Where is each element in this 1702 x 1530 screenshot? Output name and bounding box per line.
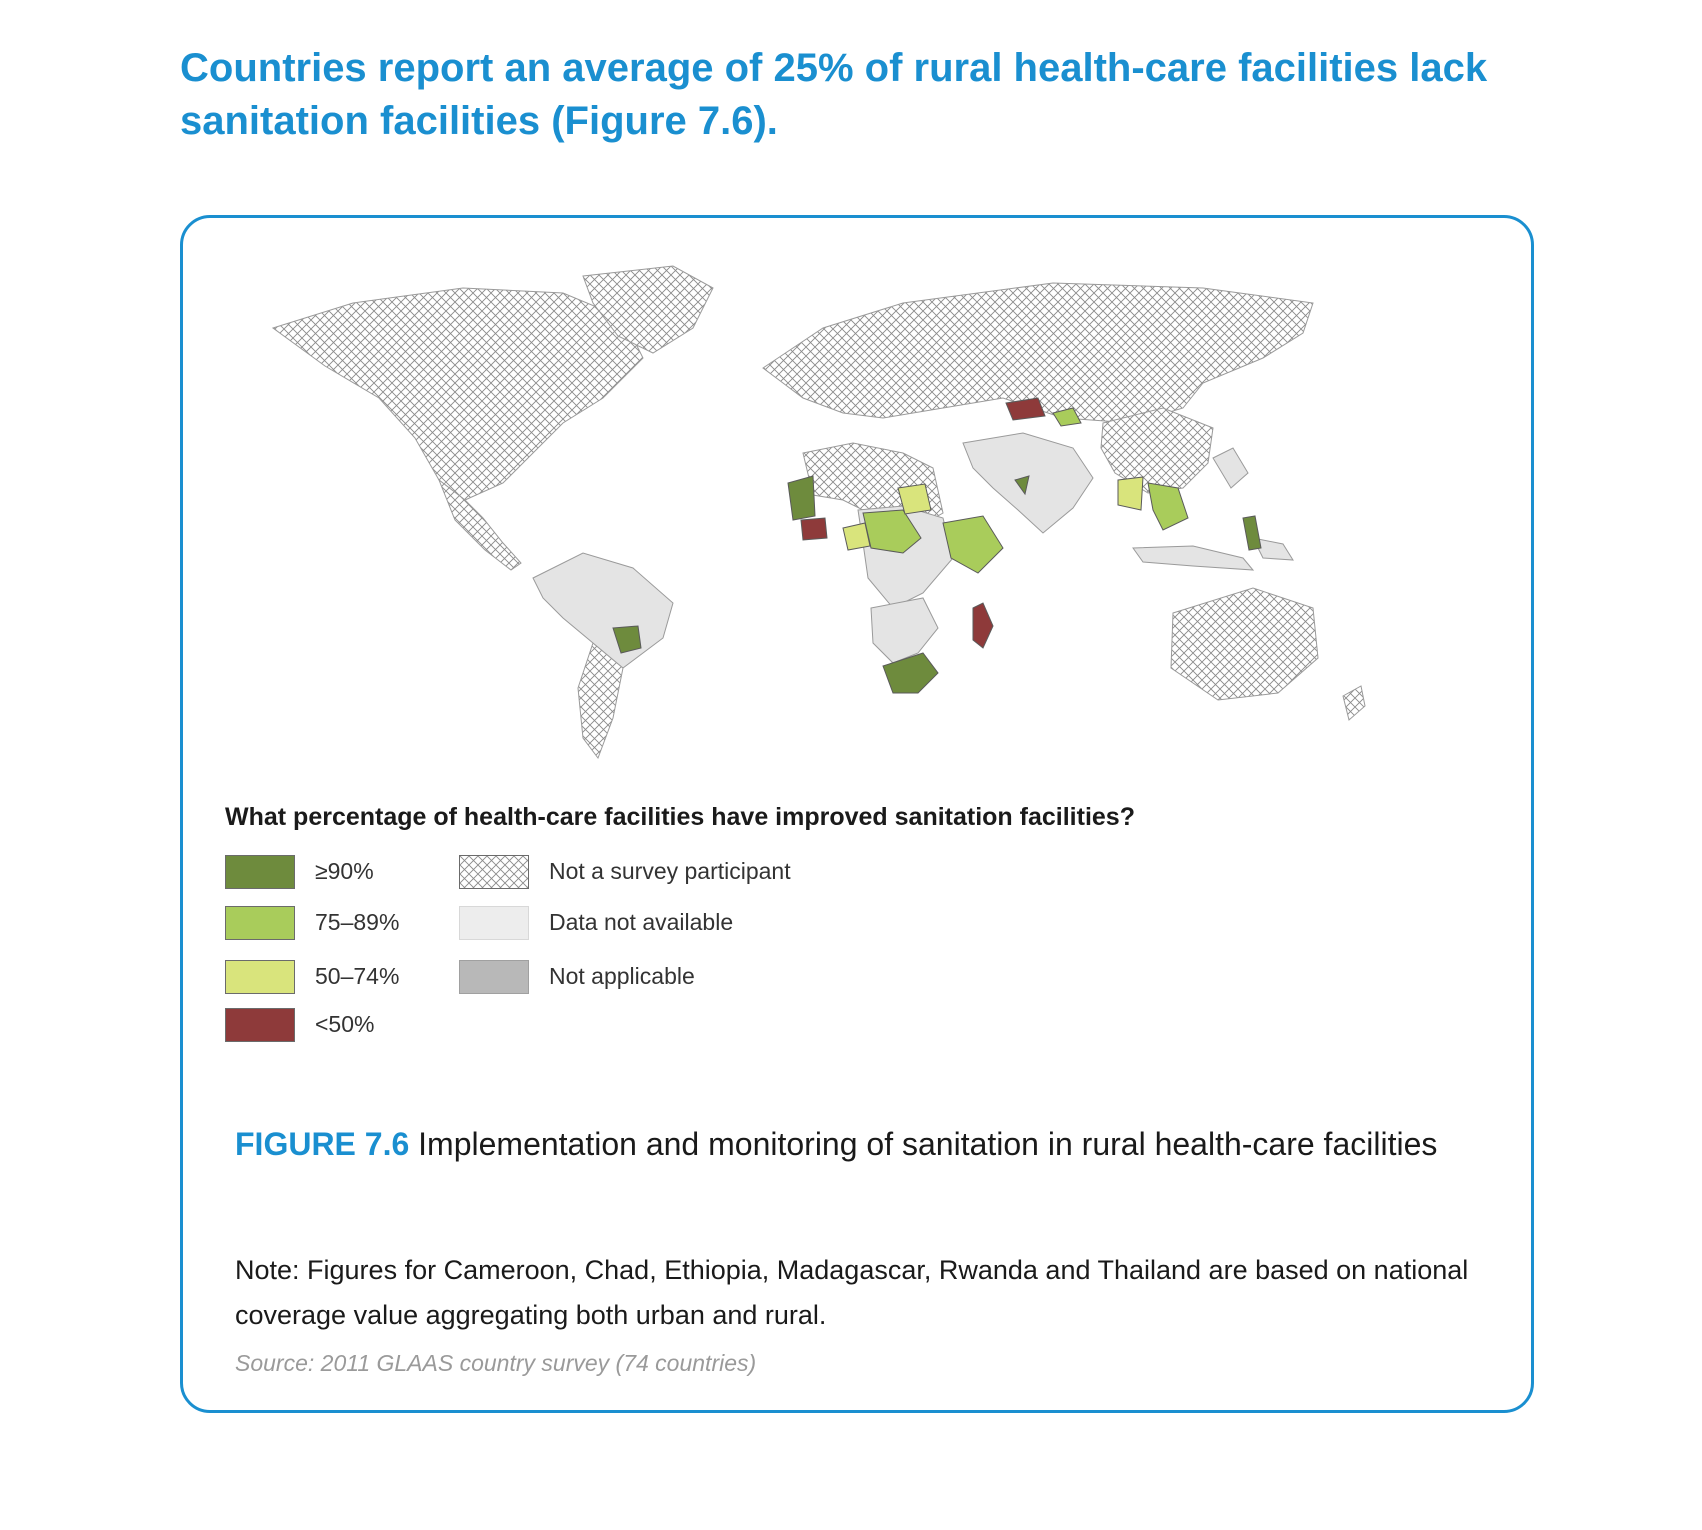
figure-caption: FIGURE 7.6 Implementation and monitoring…: [235, 1123, 1475, 1166]
figure-title: Implementation and monitoring of sanitat…: [418, 1126, 1438, 1162]
west-africa-ge90: [787, 475, 816, 521]
ghana-lt50: [800, 517, 828, 541]
madagascar-lt50: [972, 602, 994, 649]
legend-label-not-participant: Not a survey participant: [549, 858, 791, 884]
nigeria-50-74: [842, 522, 871, 551]
se-asia-75-89: [1147, 482, 1189, 531]
figure-source: Source: 2011 GLAAS country survey (74 co…: [235, 1350, 757, 1376]
figure-note: Note: Figures for Cameroon, Chad, Ethiop…: [235, 1255, 1469, 1330]
legend-swatch-not-available: [459, 906, 529, 940]
thailand-50-74: [1117, 476, 1144, 511]
legend-label-ge90: ≥90%: [315, 858, 374, 884]
world-map: [271, 265, 1366, 760]
headline: Countries report an average of 25% of ru…: [180, 46, 1488, 143]
sanitation-coverage-countries: [612, 397, 1262, 694]
central-asia-75-89: [1052, 407, 1082, 427]
central-asia-lt50: [1005, 397, 1046, 421]
figure-panel: What percentage of health-care facilitie…: [180, 215, 1534, 1413]
legend-swatch-50-74: [225, 960, 295, 994]
figure-number: FIGURE 7.6: [235, 1126, 410, 1162]
legend-swatch-75-89: [225, 906, 295, 940]
chad-50-74: [897, 483, 932, 515]
legend-swatch-ge90: [225, 855, 295, 889]
legend-question: What percentage of health-care facilitie…: [225, 803, 1135, 831]
legend-label-75-89: 75–89%: [315, 909, 400, 935]
paraguay-ge90: [612, 625, 642, 654]
legend-label-not-available: Data not available: [549, 909, 734, 935]
philippines-ge90: [1242, 515, 1262, 551]
legend-label-not-applicable: Not applicable: [549, 963, 695, 989]
legend-swatch-not-applicable: [459, 960, 529, 994]
east-africa-75-89: [942, 515, 1004, 574]
yemen-ge90: [1014, 475, 1030, 496]
legend-swatch-lt50: [225, 1008, 295, 1042]
legend-label-lt50: <50%: [315, 1011, 375, 1037]
legend-swatch-not-participant: [459, 855, 529, 889]
south-africa-ge90: [882, 652, 939, 694]
non-participant-regions: [271, 265, 1366, 760]
legend-label-50-74: 50–74%: [315, 963, 400, 989]
